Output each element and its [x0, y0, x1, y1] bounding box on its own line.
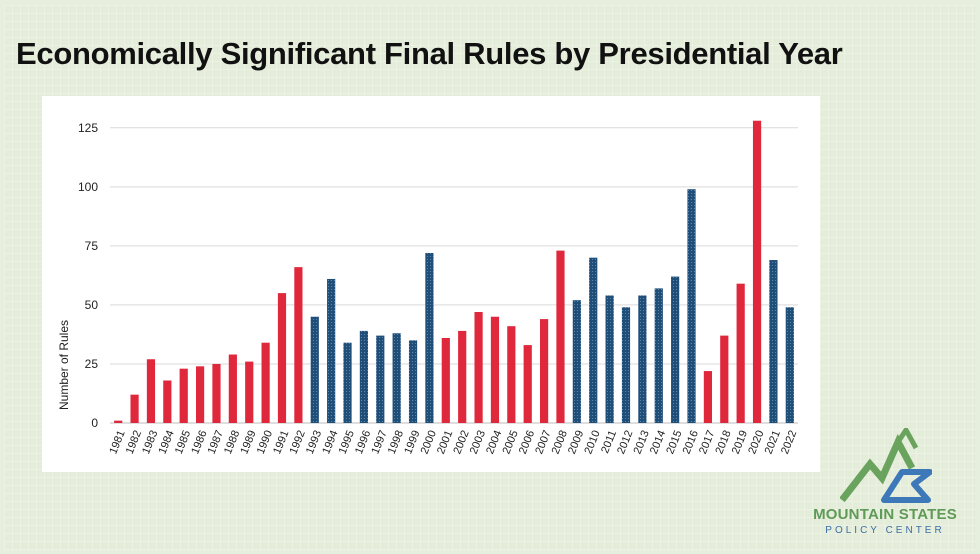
bar-1994 — [327, 278, 336, 423]
bars — [114, 120, 794, 423]
bar-2013 — [638, 295, 647, 423]
bar-1984 — [163, 380, 172, 423]
bar-2010 — [589, 257, 598, 423]
y-tick-label: 75 — [85, 239, 99, 253]
bar-1986 — [196, 366, 205, 423]
bar-1991 — [277, 293, 287, 423]
bar-1992 — [294, 267, 303, 423]
bar-2005 — [507, 326, 516, 423]
bar-1987 — [212, 363, 221, 423]
bar-1993 — [310, 316, 319, 423]
bar-2014 — [654, 288, 663, 423]
bar-1996 — [359, 330, 368, 423]
bar-2011 — [605, 295, 614, 423]
y-tick-label: 0 — [91, 416, 98, 430]
bar-2012 — [621, 307, 631, 423]
bar-2009 — [572, 300, 581, 423]
bar-1997 — [376, 335, 385, 423]
bar-chart: 0 25 50 75 100 125 19811982198319841985198619… — [57, 120, 799, 456]
bar-2001 — [441, 337, 450, 423]
y-tick-label: 100 — [78, 180, 98, 194]
bar-2021 — [769, 260, 778, 423]
bar-2007 — [540, 319, 549, 423]
bar-1989 — [245, 361, 254, 423]
bar-2017 — [703, 371, 712, 423]
y-tick-label: 50 — [85, 298, 99, 312]
bar-1988 — [228, 354, 237, 423]
logo-name-line2: POLICY CENTER — [825, 525, 945, 536]
bar-1983 — [146, 359, 156, 423]
gridlines — [110, 127, 798, 424]
chart-panel: 0 25 50 75 100 125 1981 1982 1983 1984 1985 1986 19… — [42, 96, 820, 472]
bar-2018 — [720, 335, 729, 423]
bar-2008 — [556, 250, 565, 423]
x-tick-label: 2022 — [779, 429, 799, 456]
bar-1985 — [179, 368, 188, 423]
mountain-logo-icon — [840, 428, 932, 503]
bar-2006 — [523, 345, 532, 423]
bar-2022 — [785, 307, 794, 423]
bar-2015 — [671, 276, 680, 423]
y-axis-label: Number of Rules — [57, 320, 71, 410]
bar-1998 — [392, 333, 401, 423]
bar-2004 — [490, 316, 500, 423]
bar-2000 — [425, 252, 434, 423]
x-axis-ticks: 1981198219831984198519861987198819891990… — [107, 429, 799, 456]
page-title: Economically Significant Final Rules by … — [16, 36, 843, 71]
bar-2016 — [687, 189, 696, 423]
bar-2002 — [458, 330, 467, 423]
bar-1981 — [114, 420, 123, 423]
y-tick-label: 125 — [78, 121, 98, 135]
bar-2020 — [752, 120, 762, 423]
y-axis-ticks: 0 25 50 75 100 125 — [78, 121, 98, 430]
y-tick-label: 25 — [85, 357, 99, 371]
bar-1995 — [343, 342, 352, 423]
bar-2019 — [736, 283, 745, 423]
bar-2003 — [474, 312, 483, 423]
bar-1982 — [130, 394, 139, 423]
mountain-states-logo: MOUNTAIN STATES POLICY CENTER — [800, 426, 970, 544]
bar-1999 — [408, 340, 418, 423]
logo-name-line1: MOUNTAIN STATES — [813, 506, 957, 523]
bar-1990 — [261, 342, 270, 423]
